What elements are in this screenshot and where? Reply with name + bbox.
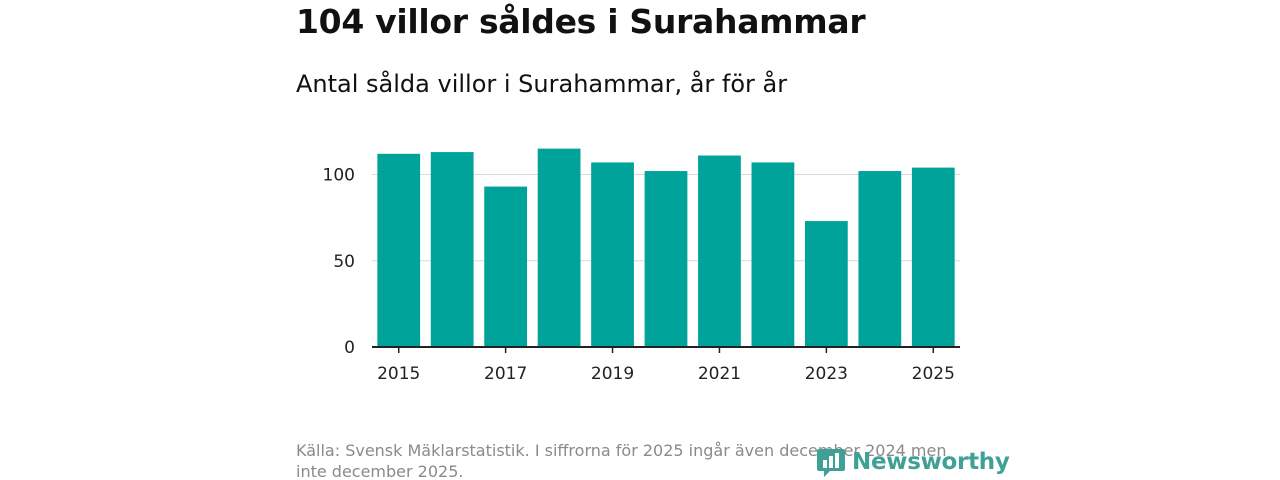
bar-2019	[591, 162, 634, 347]
bar-2021	[698, 155, 741, 347]
axis-layer	[372, 346, 960, 353]
bar-2022	[751, 162, 795, 347]
bar-layer	[377, 148, 955, 347]
bar-2015	[377, 153, 421, 347]
bar-2020	[644, 171, 688, 347]
bar-2023	[804, 221, 848, 347]
bar-2018	[537, 148, 581, 347]
bar-chart: 0 50 100 2015 2017 2019 2021 2023 2025	[323, 148, 960, 385]
y-tick-label-50: 50	[333, 252, 355, 272]
x-tick-label-2021: 2021	[698, 364, 741, 384]
logo-text: Newsworthy	[852, 449, 1010, 475]
newsworthy-logo: Newsworthy	[816, 446, 1010, 478]
y-tick-label-0: 0	[344, 338, 355, 358]
x-tick-label-2019: 2019	[591, 364, 634, 384]
bar-2016	[430, 152, 474, 347]
source-note: Källa: Svensk Mäklarstatistik. I siffror…	[296, 441, 947, 480]
bar-2024	[858, 171, 902, 347]
x-tick-label-2017: 2017	[484, 364, 527, 384]
bar-2025	[911, 167, 955, 347]
y-tick-label-100: 100	[323, 166, 355, 186]
chart-title: 104 villor såldes i Surahammar	[296, 2, 866, 41]
bar-2017	[484, 186, 528, 347]
x-tick-label-2025: 2025	[912, 364, 955, 384]
x-tick-label-2023: 2023	[805, 364, 848, 384]
chart-subtitle: Antal sålda villor i Surahammar, år för …	[296, 70, 788, 98]
chart-speech-bubble-icon	[817, 449, 845, 477]
label-layer: 0 50 100 2015 2017 2019 2021 2023 2025	[323, 166, 955, 385]
x-tick-label-2015: 2015	[377, 364, 420, 384]
